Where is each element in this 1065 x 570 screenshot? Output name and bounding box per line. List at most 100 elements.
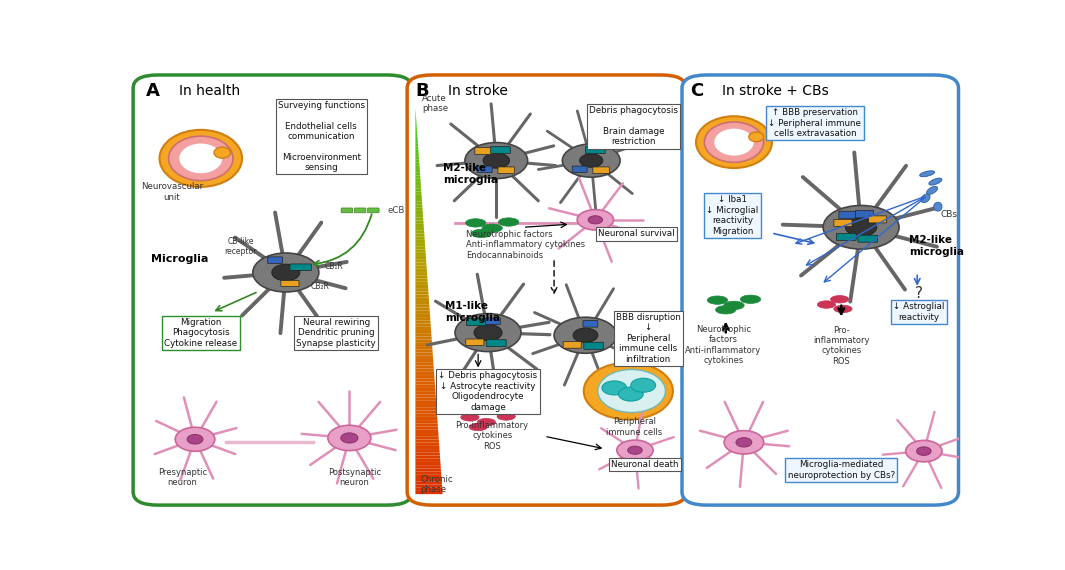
Polygon shape <box>415 436 439 439</box>
Ellipse shape <box>921 194 930 202</box>
Ellipse shape <box>465 142 527 178</box>
Polygon shape <box>415 179 421 182</box>
Ellipse shape <box>927 186 937 194</box>
Polygon shape <box>415 198 422 201</box>
Polygon shape <box>415 192 422 195</box>
Polygon shape <box>415 433 439 436</box>
FancyBboxPatch shape <box>834 219 852 226</box>
Polygon shape <box>415 410 437 414</box>
Polygon shape <box>415 279 428 282</box>
Text: ↓ Debris phagocytosis
↓ Astrocyte reactivity
Oligodendrocyte
damage: ↓ Debris phagocytosis ↓ Astrocyte reacti… <box>439 371 538 412</box>
Polygon shape <box>415 256 426 259</box>
Ellipse shape <box>187 434 203 444</box>
Polygon shape <box>415 121 416 124</box>
Polygon shape <box>415 266 427 269</box>
Ellipse shape <box>554 317 617 353</box>
Polygon shape <box>415 388 436 391</box>
FancyBboxPatch shape <box>836 234 856 241</box>
FancyBboxPatch shape <box>487 340 506 347</box>
Ellipse shape <box>469 424 488 431</box>
Text: Postsynaptic
neuron: Postsynaptic neuron <box>328 468 381 487</box>
Text: Microglia: Microglia <box>151 254 209 264</box>
Ellipse shape <box>920 171 935 177</box>
Ellipse shape <box>630 378 656 392</box>
Polygon shape <box>415 469 441 471</box>
Polygon shape <box>415 375 435 378</box>
Text: In stroke + CBs: In stroke + CBs <box>722 84 830 98</box>
Polygon shape <box>415 153 419 156</box>
FancyBboxPatch shape <box>133 75 412 505</box>
Text: ↓ Astroglial
reactivity: ↓ Astroglial reactivity <box>894 302 945 321</box>
Ellipse shape <box>461 414 479 421</box>
Polygon shape <box>415 391 436 394</box>
Polygon shape <box>415 401 437 404</box>
Polygon shape <box>415 356 433 359</box>
Polygon shape <box>415 140 417 143</box>
FancyBboxPatch shape <box>572 166 587 173</box>
Polygon shape <box>415 336 431 340</box>
Polygon shape <box>415 340 432 343</box>
FancyBboxPatch shape <box>857 235 878 242</box>
Polygon shape <box>415 462 441 465</box>
Ellipse shape <box>474 324 502 341</box>
Polygon shape <box>415 455 440 459</box>
Polygon shape <box>415 185 421 188</box>
Ellipse shape <box>704 122 764 162</box>
Polygon shape <box>415 320 430 324</box>
Polygon shape <box>415 330 431 333</box>
Text: B: B <box>415 82 429 100</box>
Text: Migration
Phagocytosis
Cytokine release: Migration Phagocytosis Cytokine release <box>164 317 237 348</box>
Ellipse shape <box>627 446 642 454</box>
FancyBboxPatch shape <box>583 320 597 327</box>
Ellipse shape <box>577 210 613 230</box>
Polygon shape <box>415 207 423 211</box>
FancyBboxPatch shape <box>290 264 311 271</box>
FancyBboxPatch shape <box>281 280 299 287</box>
Ellipse shape <box>823 205 899 249</box>
Ellipse shape <box>724 301 744 310</box>
Ellipse shape <box>697 116 772 168</box>
Ellipse shape <box>619 387 643 401</box>
Polygon shape <box>415 137 417 140</box>
Polygon shape <box>415 404 437 407</box>
Polygon shape <box>415 420 438 424</box>
Text: Pro-inflammatory
cytokines
ROS: Pro-inflammatory cytokines ROS <box>456 421 528 451</box>
Polygon shape <box>415 162 420 166</box>
Polygon shape <box>415 398 436 401</box>
Polygon shape <box>415 446 440 449</box>
Polygon shape <box>415 385 436 388</box>
Polygon shape <box>415 359 433 362</box>
Polygon shape <box>415 288 428 291</box>
Polygon shape <box>415 333 431 336</box>
Polygon shape <box>415 188 422 192</box>
Text: Microglia-mediated
neuroprotection by CBs?: Microglia-mediated neuroprotection by CB… <box>788 461 895 480</box>
Ellipse shape <box>740 295 760 303</box>
Polygon shape <box>415 227 424 230</box>
Polygon shape <box>415 195 422 198</box>
Polygon shape <box>415 214 423 217</box>
Polygon shape <box>415 307 429 311</box>
Text: CBs: CBs <box>940 210 957 219</box>
Ellipse shape <box>617 440 653 461</box>
Ellipse shape <box>471 229 492 238</box>
Polygon shape <box>415 439 439 443</box>
Ellipse shape <box>602 381 626 395</box>
Ellipse shape <box>272 264 300 281</box>
Polygon shape <box>415 160 420 162</box>
FancyBboxPatch shape <box>584 342 604 349</box>
Ellipse shape <box>252 253 318 292</box>
Ellipse shape <box>176 428 215 451</box>
FancyBboxPatch shape <box>477 166 492 173</box>
Ellipse shape <box>716 306 736 314</box>
FancyBboxPatch shape <box>341 208 353 213</box>
Ellipse shape <box>905 441 941 462</box>
Text: Pro-
inflammatory
cytokines
ROS: Pro- inflammatory cytokines ROS <box>813 325 869 366</box>
Ellipse shape <box>588 216 603 224</box>
FancyBboxPatch shape <box>563 341 581 348</box>
Polygon shape <box>415 224 424 227</box>
Polygon shape <box>415 417 438 420</box>
Ellipse shape <box>834 305 852 313</box>
Polygon shape <box>415 314 430 317</box>
Polygon shape <box>415 372 435 375</box>
FancyBboxPatch shape <box>486 318 501 324</box>
